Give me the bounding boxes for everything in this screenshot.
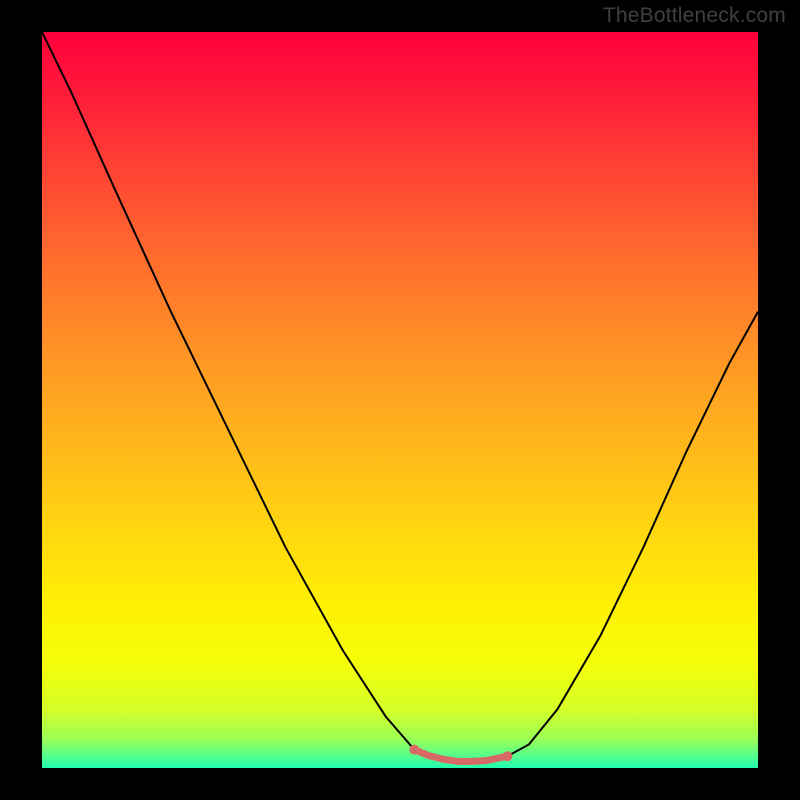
bottleneck-curve-line — [42, 32, 758, 761]
watermark-text: TheBottleneck.com — [603, 4, 786, 28]
optimal-range-start-marker — [409, 745, 419, 755]
optimal-range-segment — [414, 750, 507, 762]
chart-container: TheBottleneck.com — [0, 0, 800, 800]
chart-curve-svg — [42, 32, 758, 768]
plot-area — [42, 32, 758, 768]
optimal-range-end-marker — [502, 751, 512, 761]
